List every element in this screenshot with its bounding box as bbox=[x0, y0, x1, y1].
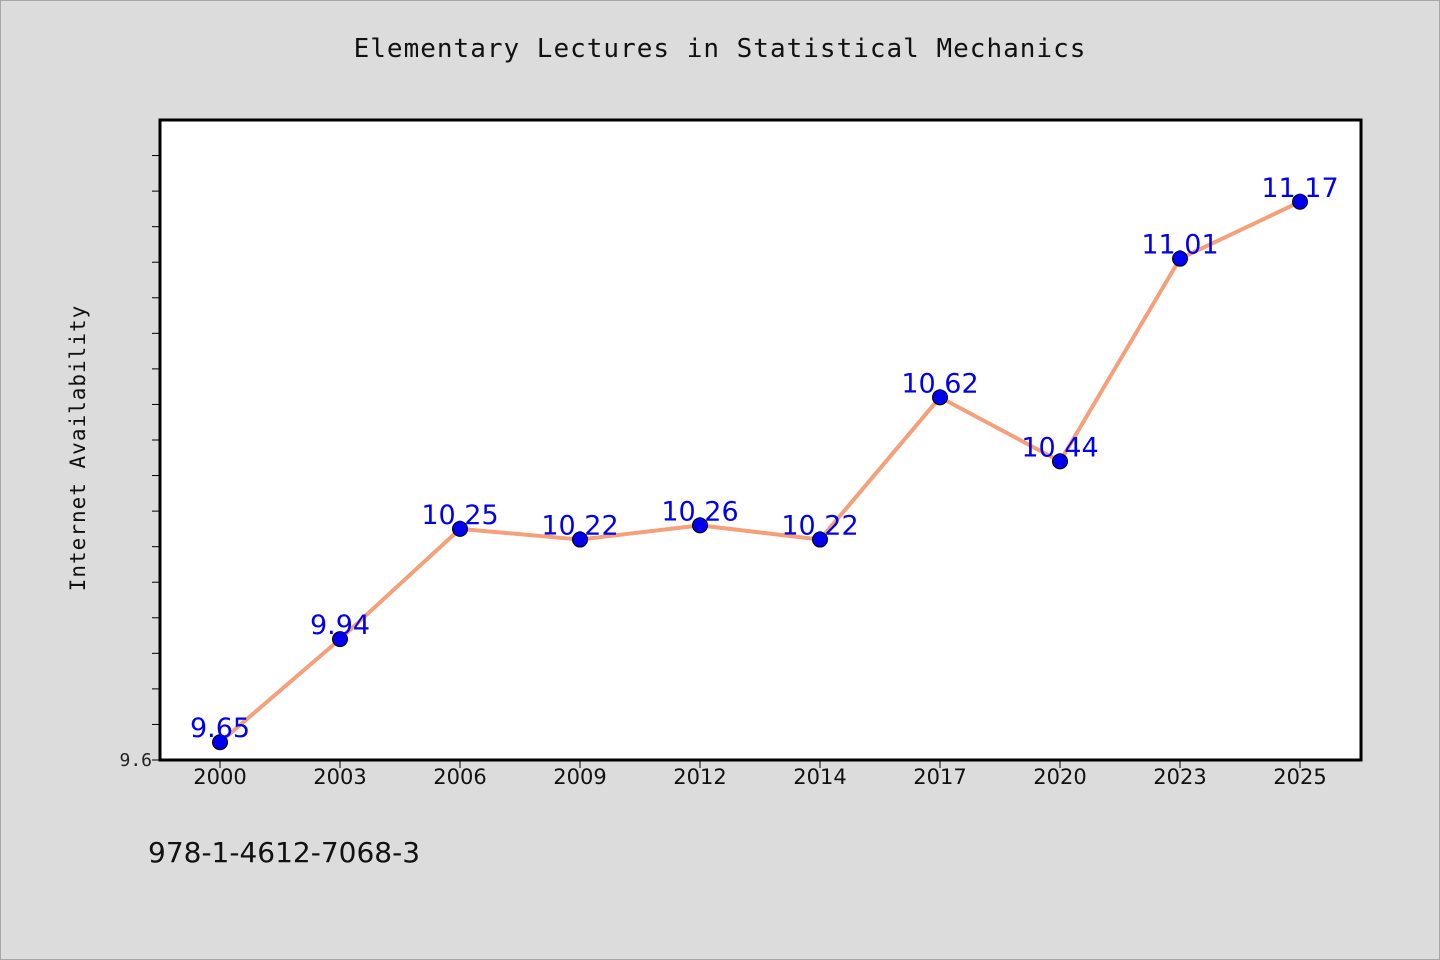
data-label: 10.26 bbox=[661, 496, 738, 527]
series-layer bbox=[212, 193, 1308, 751]
data-label: 11.01 bbox=[1141, 230, 1218, 261]
data-point bbox=[812, 531, 828, 548]
data-point bbox=[452, 520, 468, 537]
data-point bbox=[212, 734, 228, 751]
data-point bbox=[1052, 453, 1068, 470]
data-label: 10.62 bbox=[901, 368, 978, 399]
x-tick-label: 2025 bbox=[1273, 765, 1326, 789]
series-line bbox=[218, 199, 1302, 745]
data-label: 10.22 bbox=[781, 511, 858, 542]
data-label: 10.25 bbox=[421, 500, 498, 531]
data-point bbox=[1292, 193, 1308, 210]
x-tick-label: 2017 bbox=[913, 765, 966, 789]
data-label: 10.22 bbox=[541, 511, 618, 542]
data-label: 9.65 bbox=[190, 713, 250, 744]
data-label-layer: 9.65 9.94 10.25 10.22 10.26 10.22 10.62 10.44 11… bbox=[190, 173, 1339, 744]
data-point bbox=[1172, 250, 1188, 267]
isbn-text: 978-1-4612-7068-3 bbox=[148, 836, 421, 869]
x-tick-label: 2009 bbox=[553, 765, 606, 789]
data-point bbox=[692, 517, 708, 534]
x-tick-label: 2023 bbox=[1153, 765, 1206, 789]
x-tick-label: 2012 bbox=[673, 765, 726, 789]
data-label: 9.94 bbox=[310, 610, 370, 641]
data-label: 10.44 bbox=[1021, 432, 1098, 463]
data-point bbox=[332, 631, 348, 648]
x-tick-label: 2003 bbox=[313, 765, 366, 789]
data-label: 11.17 bbox=[1261, 173, 1338, 204]
plot-area bbox=[158, 118, 1363, 762]
x-axis-ticks: 2000 2003 2006 2009 2012 2014 2017 2020 2023 2025 bbox=[193, 761, 1327, 789]
y-tick-label: 9.6 bbox=[119, 750, 152, 771]
x-tick-label: 2020 bbox=[1033, 765, 1086, 789]
data-point bbox=[572, 531, 588, 548]
x-tick-label: 2006 bbox=[433, 765, 486, 789]
chart-title: Elementary Lectures in Statistical Mecha… bbox=[353, 34, 1087, 64]
data-point bbox=[932, 389, 948, 406]
y-axis-ticks: 9.6 bbox=[119, 155, 159, 771]
x-tick-label: 2000 bbox=[193, 765, 246, 789]
x-tick-label: 2014 bbox=[793, 765, 846, 789]
